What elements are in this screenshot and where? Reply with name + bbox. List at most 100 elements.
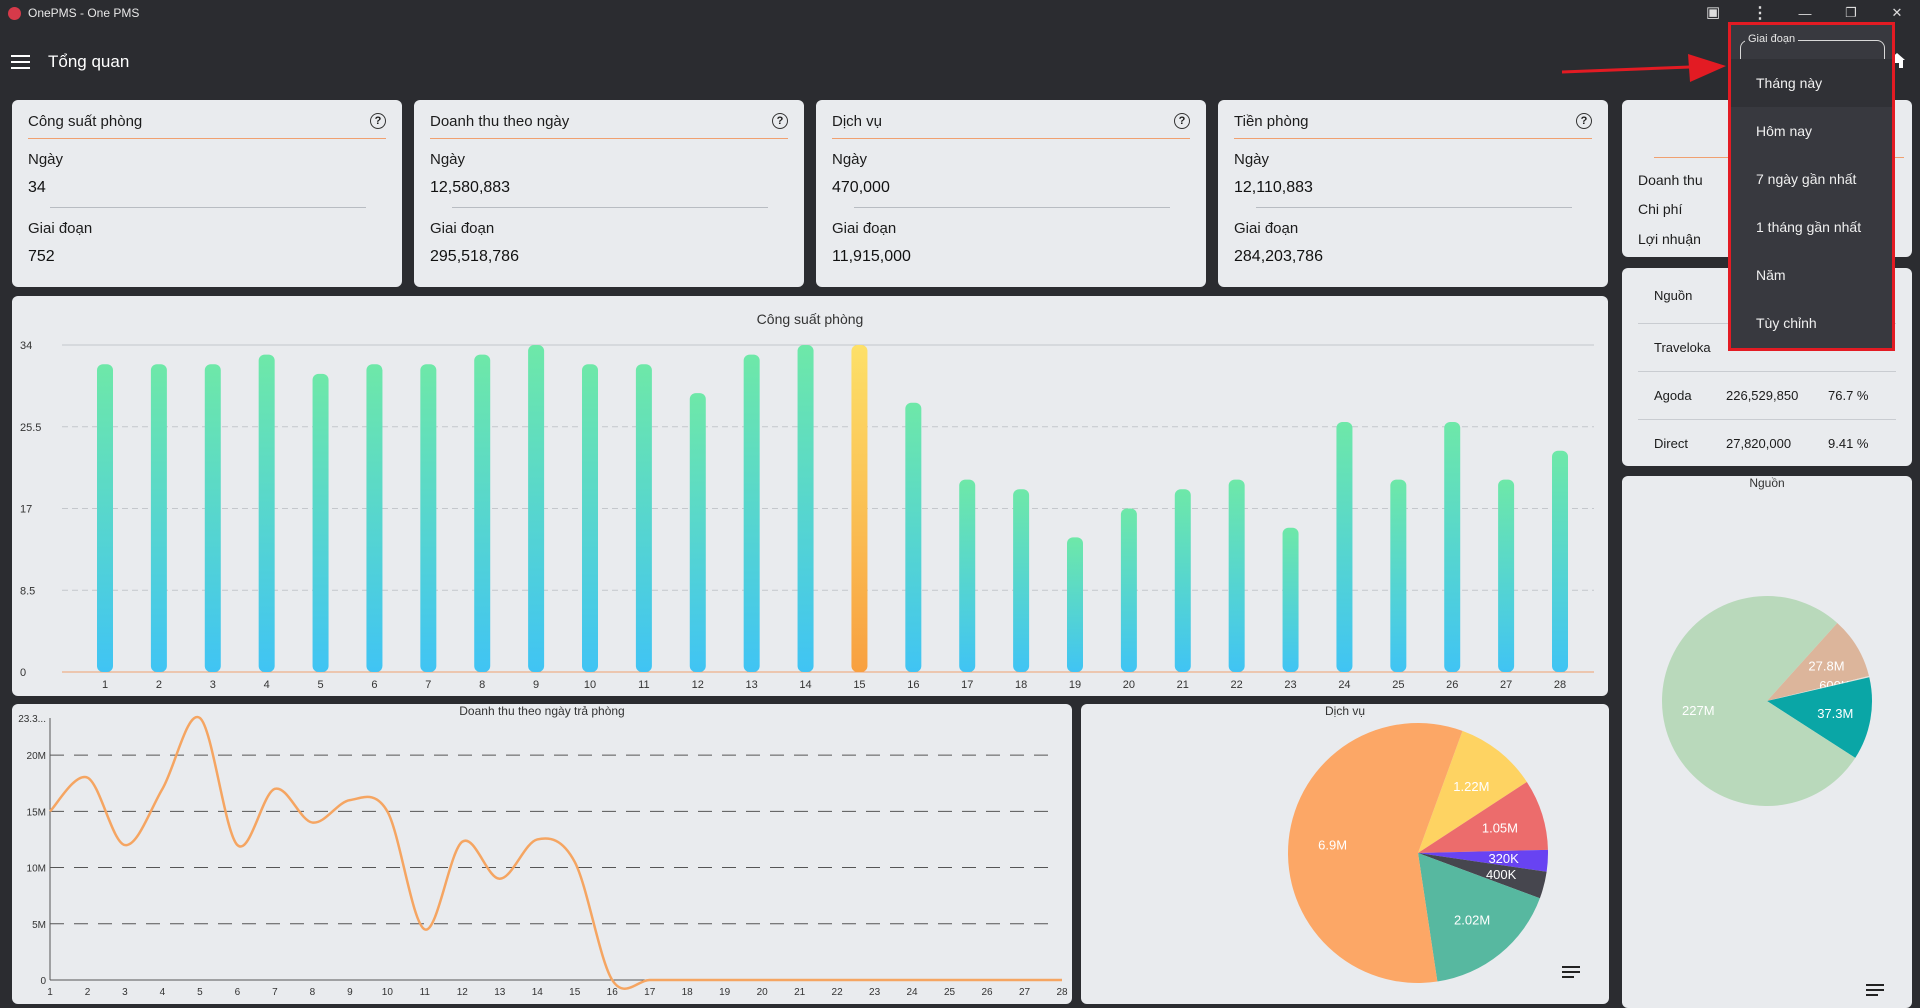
x-tick-label: 20 (1123, 679, 1135, 691)
day-label: Ngày (1234, 151, 1270, 168)
source-percent: 9.41 % (1828, 436, 1869, 451)
source-name: Traveloka (1654, 340, 1711, 355)
extension-icon[interactable]: ▣ (1706, 4, 1721, 21)
x-tick-label: 6 (371, 679, 377, 691)
option-year[interactable]: Năm (1756, 267, 1786, 283)
revenue-line (49, 715, 1062, 990)
y-tick-label: 0 (40, 976, 46, 987)
bar (1174, 489, 1191, 672)
pie-slice (1662, 596, 1856, 806)
expense-label: Chi phí (1638, 201, 1683, 217)
window-title: OnePMS - One PMS (28, 6, 140, 20)
x-tick-label: 13 (746, 679, 758, 691)
bar (1228, 479, 1245, 672)
x-tick-label: 3 (122, 987, 128, 998)
help-icon[interactable]: ? (1576, 113, 1592, 129)
stat-card: Dịch vụ? Ngày 470,000 Giai đoạn 11,915,000 (816, 100, 1206, 287)
x-tick-label: 4 (264, 679, 270, 691)
x-tick-label: 16 (907, 679, 919, 691)
help-icon[interactable]: ? (1174, 113, 1190, 129)
pie-slice (1418, 853, 1540, 982)
bar (851, 345, 868, 672)
bar (366, 364, 383, 672)
source-name: Agoda (1654, 388, 1692, 403)
option-today[interactable]: Hôm nay (1756, 123, 1813, 139)
y-tick-label: 17 (20, 504, 32, 516)
minimize-button[interactable]: — (1798, 5, 1812, 21)
bar (959, 479, 976, 672)
option-last-1-month[interactable]: 1 tháng gần nhất (1756, 219, 1862, 235)
x-tick-label: 28 (1056, 987, 1068, 998)
bar (204, 364, 221, 672)
bar (582, 364, 598, 672)
pie-label: 320K (1488, 851, 1519, 866)
x-tick-label: 5 (197, 987, 203, 998)
y-tick-label: 25.5 (20, 422, 41, 434)
x-tick-label: 10 (382, 987, 394, 998)
bar (528, 345, 545, 672)
x-tick-label: 1 (47, 987, 53, 998)
x-tick-label: 18 (1015, 679, 1027, 691)
close-button[interactable]: ✕ (1891, 5, 1903, 20)
bar (1067, 537, 1083, 672)
x-tick-label: 18 (682, 987, 694, 998)
x-tick-label: 23 (1284, 679, 1296, 691)
stat-card-title: Doanh thu theo ngày (430, 112, 570, 130)
bar (635, 364, 652, 672)
y-tick-label: 15M (27, 807, 46, 818)
accent-line (430, 138, 788, 139)
x-tick-label: 15 (569, 987, 581, 998)
bar (150, 364, 167, 672)
period-label: Giai đoạn (28, 220, 93, 237)
pie-slice (1418, 853, 1547, 899)
period-value: 11,915,000 (832, 248, 911, 265)
accent-line (1234, 138, 1592, 139)
help-icon[interactable]: ? (370, 113, 386, 129)
y-tick-label: 10M (27, 864, 46, 875)
room-occupancy-chart: Công suất phòng 0 8.5 17 25.5 34 1 2 3 4 5 6 7 8 9 10 1… (12, 296, 1608, 696)
day-value: 470,000 (832, 179, 890, 196)
x-tick-label: 16 (607, 987, 619, 998)
menu-icon[interactable] (11, 55, 30, 69)
chart-menu-icon[interactable] (1866, 984, 1884, 997)
more-options-icon[interactable]: ⋮ (1752, 5, 1768, 22)
bar (258, 354, 275, 672)
option-this-month[interactable]: Tháng này (1731, 59, 1892, 107)
period-label: Giai đoạn (1745, 33, 1799, 45)
x-tick-label: 14 (532, 987, 544, 998)
x-tick-label: 12 (692, 679, 704, 691)
pie-label: 227M (1682, 703, 1715, 718)
annotation-arrow-icon (1561, 54, 1726, 82)
period-select-outline[interactable] (1740, 40, 1885, 60)
stat-card: Tiền phòng? Ngày 12,110,883 Giai đoạn 284,20… (1218, 100, 1608, 287)
divider (452, 207, 768, 208)
stat-card-title: Công suất phòng (28, 112, 143, 130)
source-percent: 76.7 % (1828, 388, 1869, 403)
day-label: Ngày (832, 151, 868, 168)
x-tick-label: 9 (533, 679, 539, 691)
option-last-7-days[interactable]: 7 ngày gần nhất (1756, 171, 1857, 187)
x-tick-label: 5 (317, 679, 323, 691)
x-tick-label: 27 (1500, 679, 1512, 691)
stat-card: Doanh thu theo ngày? Ngày 12,580,883 Giai đ… (414, 100, 804, 287)
help-icon[interactable]: ? (772, 113, 788, 129)
pie-label: 400K (1486, 867, 1517, 882)
x-tick-label: 7 (425, 679, 431, 691)
day-label: Ngày (430, 151, 466, 168)
source-amount: 226,529,850 (1726, 388, 1799, 403)
restore-button[interactable]: ❐ (1845, 5, 1857, 20)
revenue-line-chart: Doanh thu theo ngày trả phòng 0 5M 10M 15M 2… (12, 704, 1072, 1004)
stat-card: Công suất phòng? Ngày 34 Giai đoạn 752 (12, 100, 402, 287)
pie-slice (1767, 622, 1869, 701)
divider (854, 207, 1170, 208)
bar (1120, 508, 1137, 672)
x-tick-label: 11 (638, 679, 649, 691)
chart-title: Nguồn (1749, 476, 1785, 490)
option-custom[interactable]: Tùy chỉnh (1756, 315, 1817, 331)
chart-menu-icon[interactable] (1562, 966, 1580, 979)
x-tick-label: 25 (1392, 679, 1404, 691)
